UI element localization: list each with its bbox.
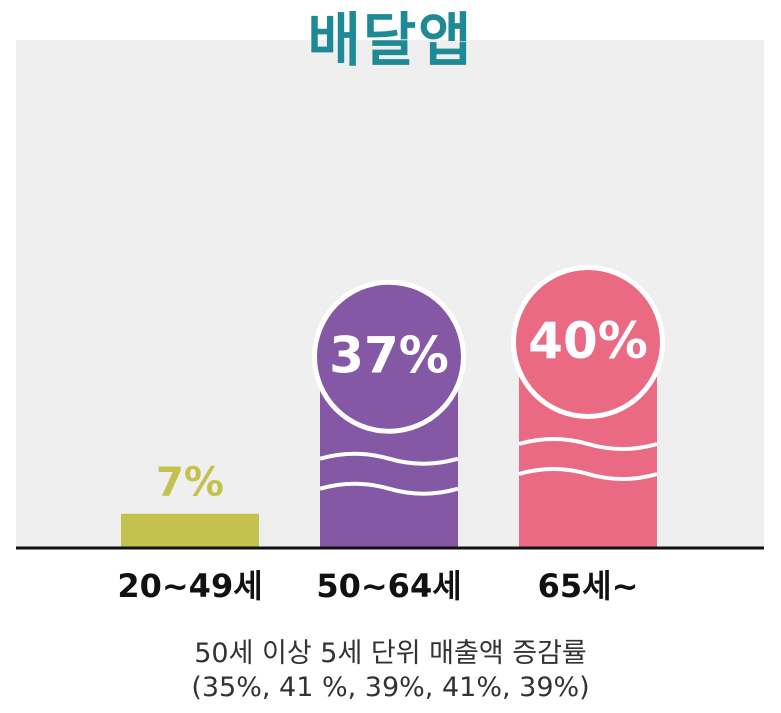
category-label-1: 50~64세 [316,567,461,605]
chart-title: 배달앱 [307,6,474,74]
data-label-0: 7% [156,460,224,506]
category-label-2: 65세~ [538,567,639,605]
footnote-line-2: (35%, 41 %, 39%, 41%, 39%) [191,672,590,703]
data-label-2: 40% [528,312,648,370]
bar-wave-2-b [518,467,658,481]
bar-20~49세 [121,513,259,548]
data-label-1: 37% [329,327,449,385]
bar-head-1 [317,284,461,429]
bar-wave-2-a [518,437,658,451]
bar-head-2 [516,270,660,414]
category-label-0: 20~49세 [117,567,262,605]
bar-wave-1-a [319,451,459,466]
footnote-line-1: 50세 이상 5세 단위 매출액 증감률 [194,638,587,669]
bar-wave-1-b [319,481,459,496]
